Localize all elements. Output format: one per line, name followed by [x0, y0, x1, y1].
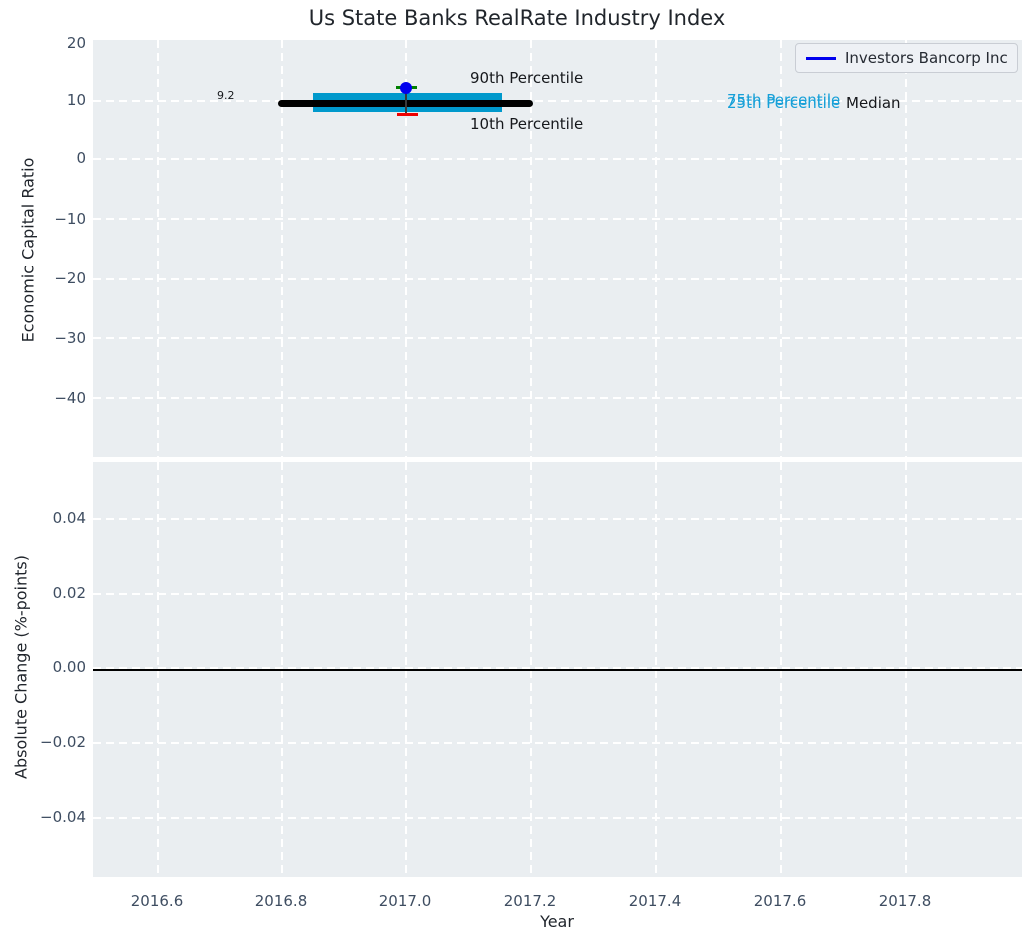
gridline — [905, 40, 907, 457]
x-tick-label: 2017.6 — [753, 892, 807, 910]
y-tick-label: 20 — [66, 34, 86, 52]
gridline — [93, 518, 1022, 520]
gridline — [281, 40, 283, 457]
gridline — [530, 40, 532, 457]
y-tick-label: −20 — [54, 269, 86, 287]
gridline — [93, 278, 1022, 280]
p25-annotation: 25th Percentile — [727, 94, 841, 112]
y-tick-label: −0.04 — [40, 808, 86, 826]
top-plot-area: 9.2 90th Percentile 10th Percentile 75th… — [93, 40, 1022, 457]
gridline — [405, 40, 407, 457]
x-tick-label: 2017.8 — [878, 892, 932, 910]
gridline — [93, 158, 1022, 160]
gridline — [93, 742, 1022, 744]
gridline — [780, 40, 782, 457]
x-axis-label: Year — [540, 912, 574, 931]
percentile-whisker — [405, 88, 407, 115]
y-tick-label: −40 — [54, 389, 86, 407]
median-value-annotation: 9.2 — [217, 89, 235, 102]
gridline — [93, 817, 1022, 819]
y-tick-label: −0.02 — [40, 733, 86, 751]
gridline — [93, 337, 1022, 339]
y-tick-label: −10 — [54, 210, 86, 228]
bottom-plot-area — [93, 462, 1022, 877]
y-tick-label: 0.00 — [52, 658, 86, 676]
gridline — [655, 40, 657, 457]
p10-marker — [397, 113, 418, 116]
company-data-point — [400, 82, 412, 94]
bottom-y-axis-label: Absolute Change (%-points) — [11, 555, 31, 779]
top-y-axis-label: Economic Capital Ratio — [18, 157, 38, 343]
y-tick-label: −30 — [54, 329, 86, 347]
gridline — [93, 100, 1022, 102]
x-tick-label: 2017.4 — [628, 892, 682, 910]
p75-annotation: 75th Percentile — [727, 91, 841, 109]
legend-label: Investors Bancorp Inc — [845, 49, 1008, 67]
x-tick-label: 2017.0 — [378, 892, 432, 910]
x-tick-label: 2016.6 — [130, 892, 184, 910]
p90-annotation: 90th Percentile — [470, 69, 584, 87]
legend: Investors Bancorp Inc — [795, 43, 1018, 73]
y-tick-label: 0 — [76, 149, 86, 167]
p10-annotation: 10th Percentile — [470, 115, 584, 133]
legend-line-swatch — [806, 56, 836, 60]
gridline — [93, 218, 1022, 220]
gridline — [93, 397, 1022, 399]
chart-title: Us State Banks RealRate Industry Index — [308, 6, 726, 30]
zero-baseline — [93, 669, 1022, 671]
y-tick-label: 0.04 — [52, 509, 86, 527]
gridline — [93, 667, 1022, 669]
median-annotation: Median — [846, 94, 901, 112]
y-tick-label: 0.02 — [52, 584, 86, 602]
x-tick-label: 2016.8 — [254, 892, 308, 910]
y-tick-label: 10 — [66, 91, 86, 109]
gridline — [157, 40, 159, 457]
gridline — [93, 593, 1022, 595]
x-tick-label: 2017.2 — [503, 892, 557, 910]
